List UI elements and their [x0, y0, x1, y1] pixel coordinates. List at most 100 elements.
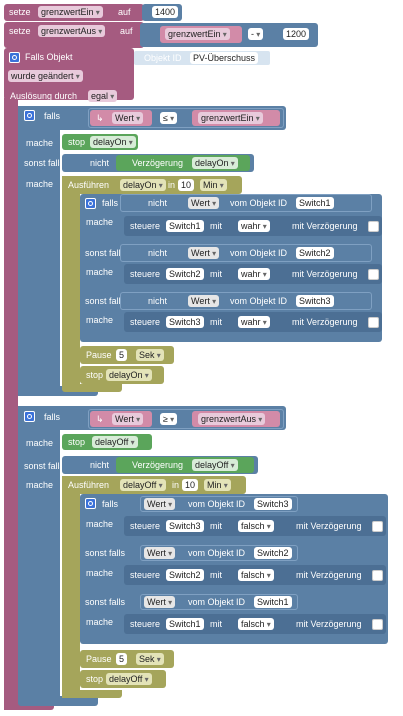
- control-label: steuere: [130, 570, 161, 580]
- pause-unit-dropdown[interactable]: Sek: [136, 653, 164, 665]
- change-type-dropdown[interactable]: wurde geändert: [8, 70, 83, 82]
- compare-operator-dropdown[interactable]: ≤: [160, 112, 178, 124]
- control-label: steuere: [130, 521, 161, 531]
- timer-dropdown[interactable]: delayOn: [90, 136, 136, 148]
- mutator-gear-icon[interactable]: [85, 498, 96, 509]
- timer-dropdown[interactable]: delayOn: [120, 179, 166, 191]
- variable-dropdown[interactable]: grenzwertEin: [165, 28, 230, 40]
- compare-operator-dropdown[interactable]: ≥: [160, 413, 178, 425]
- object-id-value[interactable]: Switch2: [254, 547, 292, 559]
- value-dropdown[interactable]: Wert: [188, 247, 220, 259]
- value-dropdown[interactable]: Wert: [144, 498, 176, 510]
- do-label: mache: [26, 138, 54, 148]
- target-value[interactable]: Switch3: [166, 520, 204, 532]
- execute-after-block-foot: [62, 384, 122, 392]
- pause-label: Pause: [86, 350, 112, 360]
- stop-label: stop: [86, 674, 104, 684]
- do-label: mache: [86, 568, 114, 578]
- not-label: nicht: [90, 460, 110, 470]
- target-value[interactable]: Switch1: [166, 618, 204, 630]
- object-id-value[interactable]: Switch2: [296, 247, 334, 259]
- variable-dropdown[interactable]: grenzwertAus: [38, 25, 106, 37]
- mutator-gear-icon[interactable]: [24, 411, 35, 422]
- not-label: nicht: [148, 198, 168, 208]
- unit-dropdown[interactable]: Min: [200, 179, 227, 191]
- delay-checkbox[interactable]: [368, 221, 379, 232]
- value-dropdown[interactable]: Wert: [144, 547, 176, 559]
- value-dropdown[interactable]: Wert: [112, 413, 144, 425]
- object-id-label: vom Objekt ID: [230, 198, 288, 208]
- operator-dropdown[interactable]: -: [248, 28, 264, 40]
- variable-dropdown[interactable]: grenzwertEin: [198, 112, 263, 124]
- target-value[interactable]: Switch2: [166, 569, 204, 581]
- pause-label: Pause: [86, 654, 112, 664]
- boolean-dropdown[interactable]: falsch: [238, 520, 274, 532]
- with-label: mit: [210, 269, 222, 279]
- pause-value[interactable]: 5: [116, 349, 128, 361]
- variable-dropdown[interactable]: grenzwertAus: [198, 413, 266, 425]
- with-delay-label: mit Verzögerung: [292, 317, 358, 327]
- value-dropdown[interactable]: Wert: [188, 295, 220, 307]
- control-label: steuere: [130, 317, 161, 327]
- delay-value[interactable]: 10: [178, 179, 195, 191]
- boolean-dropdown[interactable]: wahr: [238, 316, 270, 328]
- object-id-value[interactable]: Switch1: [254, 596, 292, 608]
- do-label: mache: [86, 315, 114, 325]
- object-id-label: Objekt ID: [144, 53, 182, 63]
- target-value[interactable]: Switch1: [166, 220, 204, 232]
- mutator-gear-icon[interactable]: [9, 52, 20, 63]
- delay-label: Verzögerung: [132, 460, 184, 470]
- timer-dropdown[interactable]: delayOn: [192, 157, 238, 169]
- target-value[interactable]: Switch2: [166, 268, 204, 280]
- with-label: mit: [210, 317, 222, 327]
- value-dropdown[interactable]: Wert: [112, 112, 144, 124]
- if-label: falls: [44, 412, 61, 422]
- do-label: mache: [86, 267, 114, 277]
- stop-label: stop: [68, 137, 86, 147]
- timer-dropdown[interactable]: delayOff: [92, 436, 138, 448]
- mutator-gear-icon[interactable]: [85, 198, 96, 209]
- delay-checkbox[interactable]: [372, 521, 383, 532]
- number-value[interactable]: 1400: [152, 6, 179, 18]
- pause-value[interactable]: 5: [116, 653, 128, 665]
- with-label: mit: [210, 570, 222, 580]
- object-id-value[interactable]: PV-Überschuss: [190, 52, 259, 64]
- variable-dropdown[interactable]: grenzwertEin: [38, 6, 103, 18]
- delay-checkbox[interactable]: [368, 269, 379, 280]
- boolean-dropdown[interactable]: falsch: [238, 569, 274, 581]
- object-id-value[interactable]: Switch1: [296, 197, 334, 209]
- execute-label: Ausführen: [68, 180, 110, 190]
- timer-dropdown[interactable]: delayOff: [120, 479, 166, 491]
- value-dropdown[interactable]: Wert: [188, 197, 220, 209]
- with-label: mit: [210, 619, 222, 629]
- delay-checkbox[interactable]: [372, 570, 383, 581]
- mutator-gear-icon[interactable]: [24, 110, 35, 121]
- unit-dropdown[interactable]: Min: [204, 479, 231, 491]
- delay-checkbox[interactable]: [368, 317, 379, 328]
- if-label: falls: [102, 198, 119, 208]
- not-label: nicht: [148, 296, 168, 306]
- object-id-value[interactable]: Switch3: [296, 295, 334, 307]
- if-label: falls: [44, 111, 61, 121]
- timer-dropdown[interactable]: delayOn: [106, 369, 152, 381]
- delay-checkbox[interactable]: [372, 619, 383, 630]
- number-value[interactable]: 1200: [283, 28, 310, 40]
- delay-value[interactable]: 10: [182, 479, 199, 491]
- target-value[interactable]: Switch3: [166, 316, 204, 328]
- return-arrow-icon: ↳: [96, 113, 104, 123]
- pause-unit-dropdown[interactable]: Sek: [136, 349, 164, 361]
- object-id-value[interactable]: Switch3: [254, 498, 292, 510]
- boolean-dropdown[interactable]: wahr: [238, 220, 270, 232]
- timer-dropdown[interactable]: delayOff: [106, 673, 152, 685]
- value-dropdown[interactable]: Wert: [144, 596, 176, 608]
- object-id-label: vom Objekt ID: [230, 296, 288, 306]
- timer-dropdown[interactable]: delayOff: [192, 459, 238, 471]
- boolean-dropdown[interactable]: wahr: [238, 268, 270, 280]
- boolean-dropdown[interactable]: falsch: [238, 618, 274, 630]
- with-delay-label: mit Verzögerung: [296, 570, 362, 580]
- with-delay-label: mit Verzögerung: [296, 521, 362, 531]
- do-label: mache: [26, 438, 54, 448]
- in-label: in: [168, 180, 176, 190]
- do-label: mache: [26, 179, 54, 189]
- trigger-source-dropdown[interactable]: egal: [88, 90, 118, 102]
